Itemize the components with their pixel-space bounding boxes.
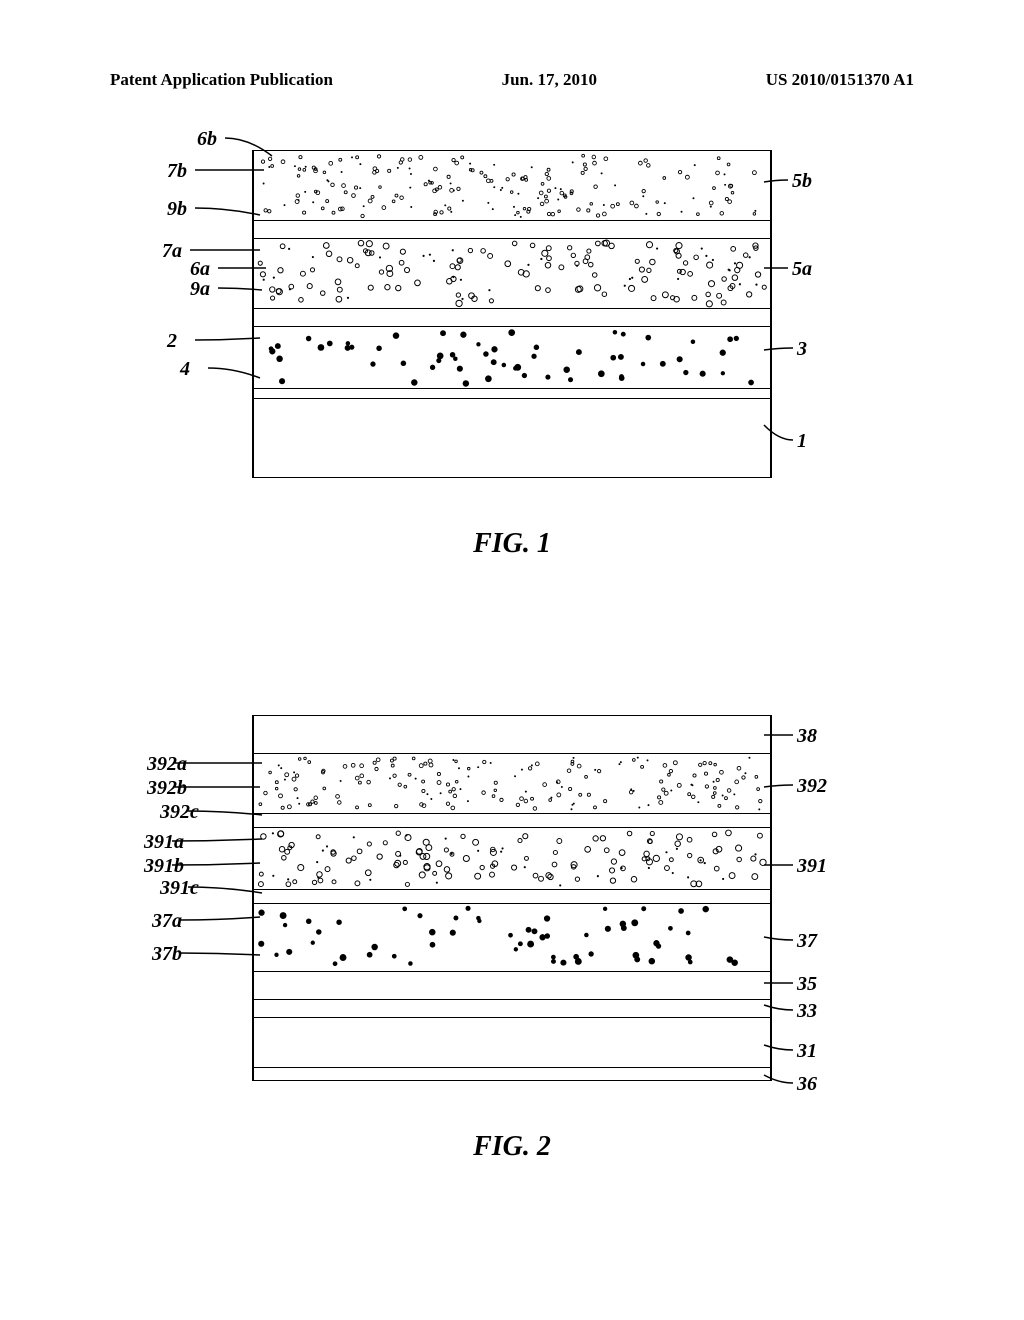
figure-1-diagram: 6b7b9b7a6a9a245b5a31 xyxy=(162,150,862,478)
header-center: Jun. 17, 2010 xyxy=(502,70,597,90)
figure-1-label: FIG. 1 xyxy=(162,528,862,560)
figure-2: 392a392b392c391a391b391c37a37b3839239137… xyxy=(162,715,862,1163)
fig2-overlay xyxy=(162,715,862,1121)
header-right: US 2010/0151370 A1 xyxy=(766,70,914,90)
header-left: Patent Application Publication xyxy=(110,70,333,90)
figure-2-label: FIG. 2 xyxy=(162,1131,862,1163)
page-header: Patent Application Publication Jun. 17, … xyxy=(0,70,1024,90)
fig1-ref-6b: 6b xyxy=(197,128,217,151)
figure-1: 6b7b9b7a6a9a245b5a31 FIG. 1 xyxy=(162,150,862,560)
figure-2-diagram: 392a392b392c391a391b391c37a37b3839239137… xyxy=(162,715,862,1081)
fig1-overlay xyxy=(162,150,862,518)
